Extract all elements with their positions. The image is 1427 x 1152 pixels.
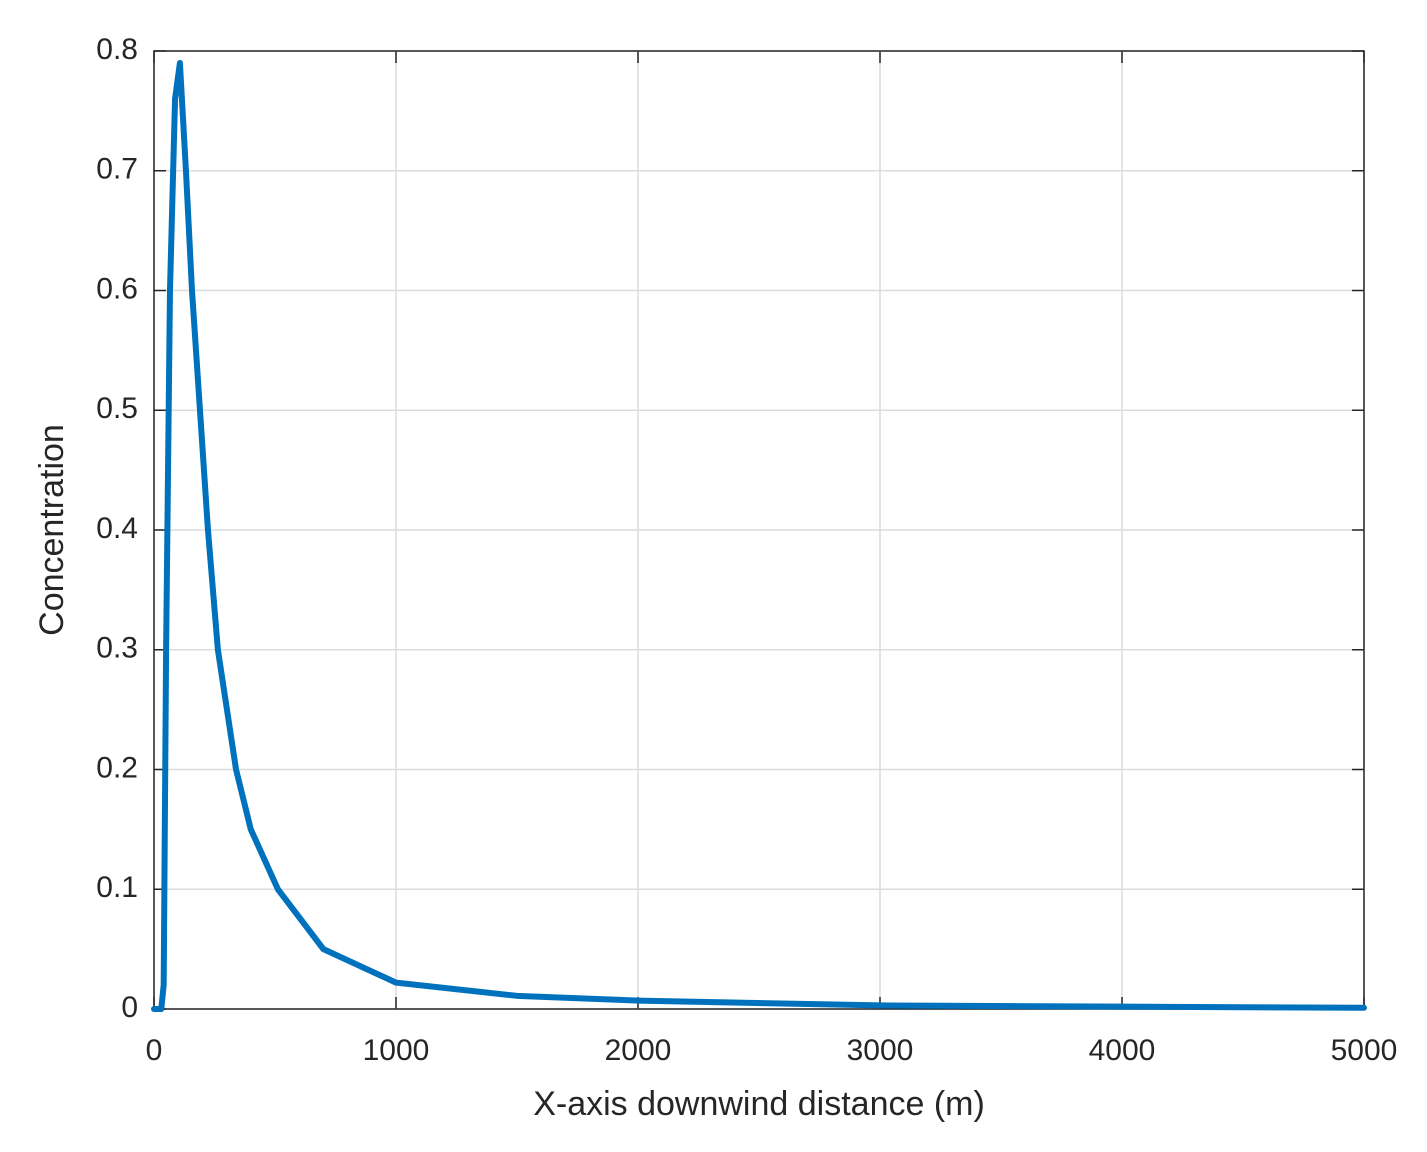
x-tick-label: 3000 [847,1034,914,1067]
x-axis-label: X-axis downwind distance (m) [533,1085,985,1123]
y-tick-label: 0.2 [96,751,138,784]
y-tick-label: 0.7 [96,153,138,186]
y-tick-label: 0.6 [96,272,138,305]
plot-frame [153,50,1365,1010]
y-tick-label: 0.5 [96,392,138,425]
y-tick-label: 0.1 [96,871,138,904]
y-tick-label: 0.8 [96,33,138,66]
y-tick-label: 0.3 [96,632,138,665]
x-tick-label: 0 [146,1034,163,1067]
y-tick-label: 0 [121,991,138,1024]
y-axis-label: Concentration [33,424,71,636]
data-line [151,59,1367,1012]
y-tick-label: 0.4 [96,512,138,545]
x-tick-label: 4000 [1089,1034,1156,1067]
x-tick-label: 2000 [605,1034,672,1067]
x-tick-label: 1000 [363,1034,430,1067]
x-tick-label: 5000 [1331,1034,1398,1067]
